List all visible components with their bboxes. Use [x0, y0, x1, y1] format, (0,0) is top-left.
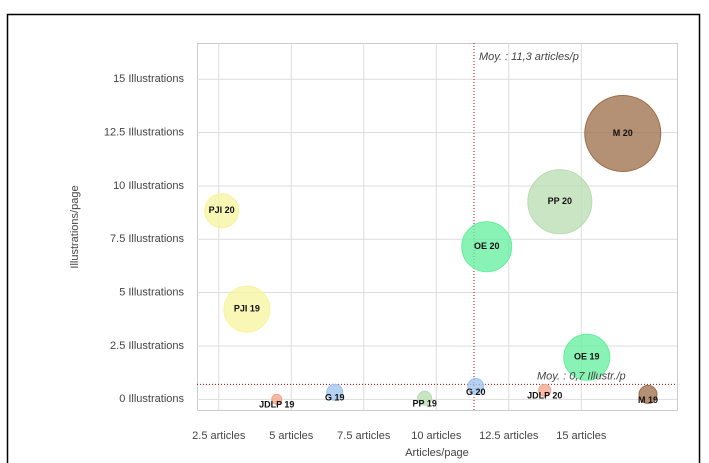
x-axis-label: Articles/page — [405, 447, 469, 459]
bubble — [417, 390, 433, 406]
bubble — [461, 221, 513, 273]
x-tick-label: 15 articles — [556, 430, 607, 442]
bubble — [467, 378, 485, 396]
x-tick-label: 7.5 articles — [337, 430, 391, 442]
bubble-label: G 20 — [466, 387, 486, 397]
x-tick-label: 2.5 articles — [192, 430, 246, 442]
y-axis-label: Illustrations/page — [69, 185, 81, 268]
bubble — [563, 333, 611, 381]
y-tick-label: 0 Illustrations — [119, 393, 184, 405]
bubble — [271, 393, 283, 405]
bubble-label: PJI 19 — [234, 303, 260, 313]
y-tick-label: 15 Illustrations — [113, 73, 184, 85]
bubble-label: PP 20 — [548, 196, 572, 206]
y-tick-label: 7.5 Illustrations — [110, 233, 184, 245]
bubble-label: OE 20 — [474, 241, 500, 251]
bubble-label: M 20 — [613, 128, 633, 138]
bubble — [638, 384, 658, 404]
average-label: Moy. : 11,3 articles/p — [479, 51, 579, 63]
bubble-label: OE 19 — [574, 352, 600, 362]
y-tick-label: 10 Illustrations — [113, 180, 184, 192]
bubble-label: G 19 — [325, 393, 345, 403]
bubble — [527, 169, 593, 235]
bubble — [538, 383, 552, 397]
y-tick-label: 5 Illustrations — [119, 287, 184, 299]
x-tick-label: 12.5 articles — [479, 430, 539, 442]
bubble — [584, 94, 662, 172]
x-tick-label: 10 articles — [411, 430, 462, 442]
bubble — [204, 193, 240, 229]
bubble-label: PP 19 — [412, 399, 436, 409]
y-tick-label: 2.5 Illustrations — [110, 340, 184, 352]
bubble — [326, 383, 344, 401]
bubble-label: M 19 — [638, 395, 658, 405]
bubble-label: JDLP 19 — [259, 400, 294, 410]
bubble-label: JDLP 20 — [527, 391, 562, 401]
x-tick-label: 5 articles — [269, 430, 314, 442]
bubble-label: PJI 20 — [209, 205, 235, 215]
bubble — [223, 285, 271, 333]
y-tick-label: 12.5 Illustrations — [104, 127, 185, 139]
average-label: Moy. : 0,7 Illustr./p — [537, 370, 626, 382]
